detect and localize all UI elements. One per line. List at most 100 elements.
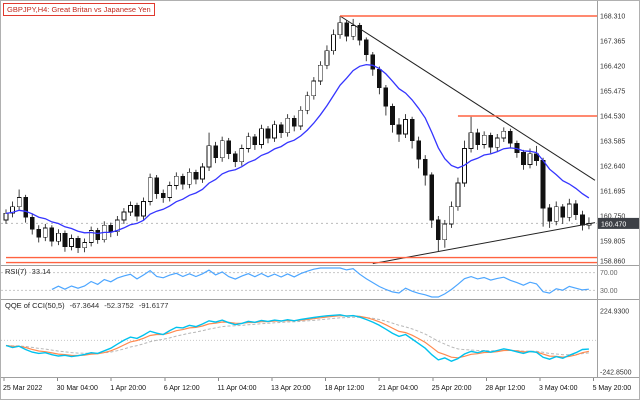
- candle-body: [298, 109, 304, 127]
- candle-body: [573, 203, 579, 216]
- candle-body: [3, 213, 9, 221]
- candle-body: [239, 148, 245, 163]
- candle-body: [481, 134, 487, 145]
- candle-body: [324, 50, 330, 66]
- candle-body: [10, 206, 15, 214]
- time-axis-label: 1 Apr 20:00: [110, 385, 146, 392]
- qqe-indicator-label: QQE of CCI(50,5) -67.3644 -52.3752 -91.6177: [5, 301, 168, 310]
- rsi-value: 33.14: [31, 267, 51, 276]
- qqe-scale-min: -242.8500: [600, 369, 632, 376]
- candle-body: [442, 223, 448, 241]
- candle-body: [114, 219, 120, 233]
- rsi-level-label: 30.00: [600, 288, 618, 295]
- candle-body: [213, 145, 218, 159]
- price-scale-label: 162.640: [600, 163, 625, 170]
- candle-body: [75, 238, 81, 249]
- candle-body: [344, 22, 349, 37]
- candle-body: [173, 175, 179, 186]
- time-axis-label: 13 Apr 20:00: [271, 385, 311, 392]
- candle-body: [455, 182, 461, 208]
- price-scale-label: 164.530: [600, 113, 625, 120]
- candle-body: [416, 140, 421, 160]
- candle-body: [69, 238, 74, 247]
- candle-body: [187, 171, 192, 185]
- time-axis-label: 6 Apr 12:00: [164, 385, 200, 392]
- price-scale-label: 168.310: [600, 14, 625, 21]
- candle-body: [291, 117, 297, 127]
- qqe-panel: 224.9300 -242.8500: [1, 309, 632, 376]
- candle-body: [259, 128, 264, 145]
- price-scale-label: 159.805: [600, 238, 625, 245]
- candle-body: [193, 171, 199, 180]
- candle-body: [42, 227, 48, 238]
- time-axis-label: 21 Apr 04:00: [378, 385, 418, 392]
- candle-body: [121, 211, 127, 221]
- price-scale-label: 167.365: [600, 38, 625, 45]
- time-axis: 25 Mar 2022 30 Mar 04:00 1 Apr 20:00 6 Apr …: [3, 378, 631, 392]
- candle-body: [56, 232, 61, 242]
- candle-body: [560, 206, 566, 218]
- rsi-line: [51, 267, 589, 298]
- candle-body: [285, 117, 290, 134]
- price-badge-value: 160.470: [601, 221, 626, 228]
- time-axis-label: 18 Apr 12:00: [325, 385, 365, 392]
- candle-body: [318, 64, 323, 82]
- price-scale-label: 163.585: [600, 138, 625, 145]
- current-price-badge: 160.470: [598, 217, 639, 229]
- time-axis-label: 11 Apr 04:00: [217, 385, 256, 392]
- candle-body: [246, 136, 251, 149]
- candle-body: [180, 175, 186, 185]
- price-scale-label: 158.860: [600, 259, 625, 266]
- qqe-name: QQE of CCI(50,5): [5, 301, 65, 310]
- candle-body: [29, 216, 35, 230]
- candle-body: [553, 206, 559, 222]
- time-axis-label: 25 Apr 20:00: [432, 385, 472, 392]
- candle-body: [475, 132, 480, 145]
- candle-body: [508, 130, 513, 144]
- candle-body: [272, 124, 277, 139]
- candle-body: [219, 140, 225, 159]
- candle-body: [147, 177, 153, 202]
- candle-body: [95, 230, 101, 241]
- candle-body: [540, 160, 546, 209]
- price-scale-label: 161.695: [600, 188, 625, 195]
- candle-body: [206, 145, 212, 168]
- qqe-value-3: -91.6177: [138, 301, 169, 310]
- rsi-level-label: 70.00: [600, 270, 618, 277]
- trendline[interactable]: [339, 15, 596, 181]
- candle-body: [88, 230, 94, 243]
- candle-body: [409, 119, 415, 141]
- price-scale-label: 160.750: [600, 213, 625, 220]
- trendline[interactable]: [372, 222, 596, 265]
- candle-body: [422, 158, 428, 176]
- candle-body: [252, 136, 258, 145]
- candle-body: [49, 227, 55, 242]
- candle-body: [468, 132, 474, 149]
- rsi-panel: 70.00 30.00: [1, 267, 618, 298]
- candle-body: [383, 87, 389, 107]
- candle-body: [134, 205, 140, 217]
- candle-body: [278, 124, 284, 134]
- time-axis-label: 5 May 20:00: [593, 385, 632, 392]
- hlines-layer: [6, 15, 597, 264]
- candle-body: [566, 203, 572, 218]
- candle-body: [62, 232, 68, 247]
- candle-body: [36, 228, 42, 238]
- candle-body: [23, 197, 28, 218]
- qqe-scale-max: 224.9300: [600, 309, 629, 316]
- qqe-value-1: -67.3644: [69, 301, 100, 310]
- ma-line: [5, 63, 590, 235]
- candle-body: [357, 25, 363, 41]
- time-axis-label: 30 Mar 04:00: [57, 385, 98, 392]
- candle-body: [403, 119, 408, 135]
- candle-body: [226, 140, 232, 155]
- panel-dividers: [1, 1, 639, 378]
- price-scale-label: 165.475: [600, 88, 625, 95]
- candle-body: [435, 219, 441, 241]
- trendlines-layer: [339, 15, 596, 265]
- candle-body: [311, 80, 317, 96]
- candle-body: [377, 68, 382, 89]
- candle-body: [16, 197, 22, 208]
- candle-body: [527, 153, 533, 165]
